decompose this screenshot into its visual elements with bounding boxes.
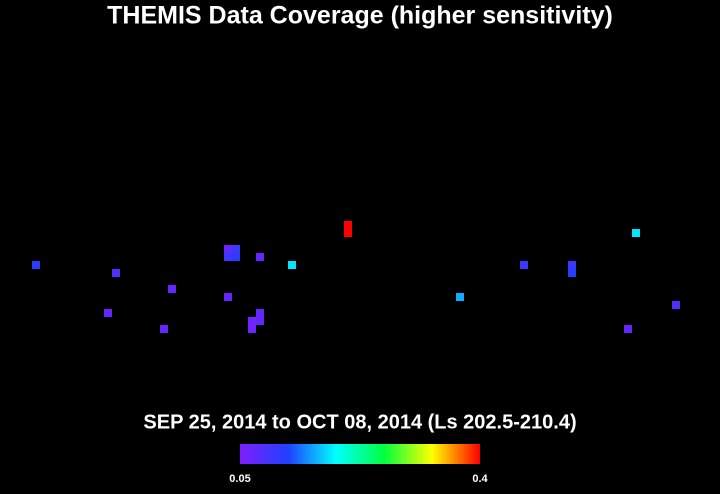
coverage-cell <box>344 229 352 237</box>
coverage-cell <box>256 317 264 325</box>
chart-subtitle: SEP 25, 2014 to OCT 08, 2014 (Ls 202.5-2… <box>143 411 576 433</box>
coverage-cell <box>248 325 256 333</box>
coverage-cell <box>256 253 264 261</box>
coverage-cell <box>624 325 632 333</box>
coverage-cell <box>256 309 264 317</box>
coverage-cell <box>520 261 528 269</box>
coverage-cell <box>232 253 240 261</box>
colorbar <box>240 444 480 464</box>
coverage-cell <box>632 229 640 237</box>
coverage-cell <box>224 293 232 301</box>
coverage-cell <box>160 325 168 333</box>
coverage-cell <box>288 261 296 269</box>
coverage-cell <box>344 221 352 229</box>
coverage-cell <box>568 269 576 277</box>
coverage-cell <box>104 309 112 317</box>
coverage-cell <box>168 285 176 293</box>
coverage-cell <box>456 293 464 301</box>
coverage-cell <box>248 317 256 325</box>
coverage-cell <box>112 269 120 277</box>
colorbar-tick-label: 0.05 <box>229 473 250 485</box>
chart-title: THEMIS Data Coverage (higher sensitivity… <box>107 2 613 30</box>
coverage-cell <box>32 261 40 269</box>
coverage-cell <box>224 245 232 253</box>
coverage-cell <box>232 245 240 253</box>
colorbar-tick-label: 0.4 <box>472 473 488 485</box>
coverage-cell <box>568 261 576 269</box>
coverage-cell <box>224 253 232 261</box>
coverage-cell <box>672 301 680 309</box>
